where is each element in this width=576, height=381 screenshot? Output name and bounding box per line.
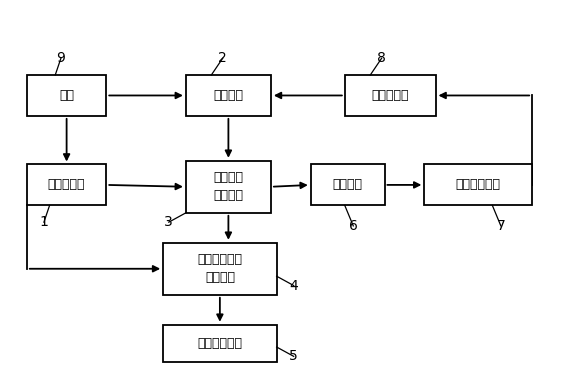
Text: 各类密度物质
的传送带: 各类密度物质 的传送带	[198, 253, 242, 284]
Bar	[310, 165, 385, 205]
Text: 5: 5	[289, 349, 298, 363]
Text: 电源: 电源	[59, 89, 74, 102]
Text: 湿风干燥装置: 湿风干燥装置	[456, 178, 501, 191]
Bar	[27, 75, 107, 116]
Text: 密度风选
分类装置: 密度风选 分类装置	[213, 171, 244, 202]
Bar	[186, 161, 271, 213]
Text: 消灰水幕: 消灰水幕	[332, 178, 363, 191]
Text: 颗粒进料口: 颗粒进料口	[48, 178, 85, 191]
Bar	[186, 75, 271, 116]
Bar	[163, 243, 276, 295]
Bar	[163, 325, 276, 362]
Text: 2: 2	[218, 51, 227, 65]
Text: 4: 4	[289, 279, 298, 293]
Text: 风循环系统: 风循环系统	[372, 89, 409, 102]
Bar	[345, 75, 435, 116]
Bar	[425, 165, 532, 205]
Text: 1: 1	[40, 215, 48, 229]
Text: 7: 7	[497, 219, 505, 233]
Text: 风机装置: 风机装置	[213, 89, 244, 102]
Text: 6: 6	[349, 219, 358, 233]
Text: 单物质收集槽: 单物质收集槽	[198, 337, 242, 350]
Bar	[27, 165, 107, 205]
Text: 3: 3	[164, 215, 173, 229]
Text: 9: 9	[56, 51, 65, 65]
Text: 8: 8	[377, 51, 386, 65]
